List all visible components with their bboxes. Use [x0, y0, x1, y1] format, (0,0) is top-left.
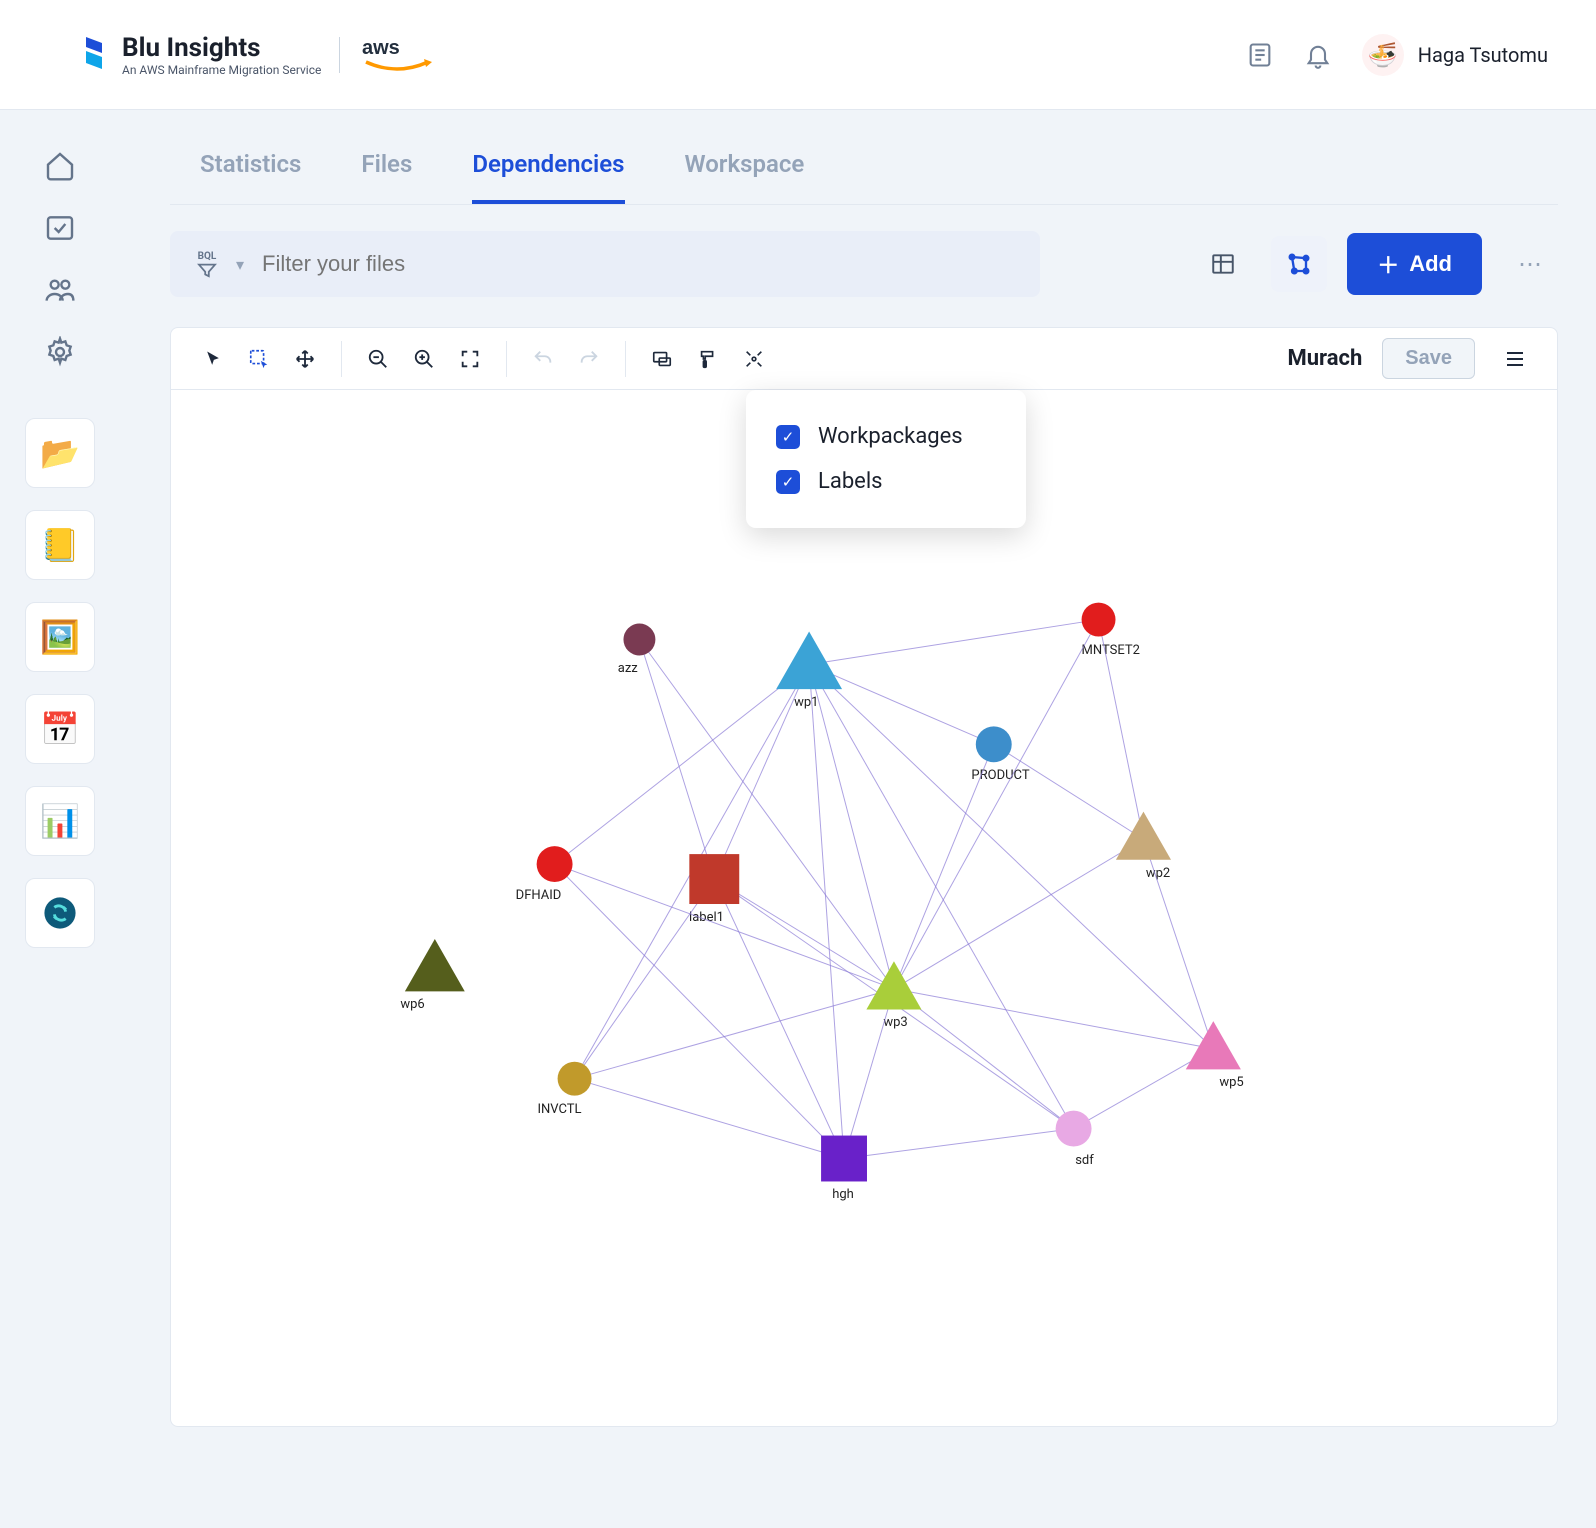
tab-dependencies[interactable]: Dependencies	[472, 150, 624, 204]
node-wp3[interactable]	[866, 961, 921, 1009]
pointer-tool-icon[interactable]	[193, 339, 233, 379]
paint-icon[interactable]	[688, 339, 728, 379]
blu-logo-icon	[80, 35, 110, 75]
avatar: 🍜	[1362, 34, 1404, 76]
home-icon[interactable]	[44, 150, 76, 182]
tab-files[interactable]: Files	[361, 150, 412, 204]
username: Haga Tsutomu	[1418, 43, 1548, 67]
layers-popover: ✓Workpackages✓Labels	[746, 390, 1026, 528]
tab-statistics[interactable]: Statistics	[200, 150, 301, 204]
popover-item-workpackages[interactable]: ✓Workpackages	[776, 414, 996, 459]
plus-icon: ＋	[1377, 248, 1399, 280]
brand-title: Blu Insights	[122, 33, 321, 63]
tile-folder[interactable]: 📂	[25, 418, 95, 488]
tab-workspace[interactable]: Workspace	[685, 150, 805, 204]
users-icon[interactable]	[44, 274, 76, 306]
doc-title: Murach	[1287, 346, 1362, 371]
group-icon[interactable]	[642, 339, 682, 379]
more-icon[interactable]: ⋯	[1502, 236, 1558, 292]
filter-box: BQL ▾	[170, 231, 1040, 297]
node-label1[interactable]	[689, 854, 739, 904]
move-tool-icon[interactable]	[285, 339, 325, 379]
user-menu[interactable]: 🍜 Haga Tsutomu	[1362, 34, 1548, 76]
node-sdf[interactable]	[1056, 1111, 1092, 1147]
ungroup-icon[interactable]	[734, 339, 774, 379]
tile-calendar[interactable]: 📅	[25, 694, 95, 764]
checkbox-icon: ✓	[776, 425, 800, 449]
zoom-out-icon[interactable]	[358, 339, 398, 379]
brand: Blu Insights An AWS Mainframe Migration …	[80, 32, 436, 78]
graph-view-icon[interactable]	[1271, 236, 1327, 292]
tile-image[interactable]: 🖼️	[25, 602, 95, 672]
node-wp6[interactable]	[405, 939, 465, 991]
select-area-icon[interactable]	[239, 339, 279, 379]
node-azz[interactable]	[623, 624, 655, 656]
undo-icon[interactable]	[523, 339, 563, 379]
node-INVCTL[interactable]	[558, 1062, 592, 1096]
table-view-icon[interactable]	[1195, 236, 1251, 292]
node-wp2[interactable]	[1116, 812, 1171, 860]
add-button[interactable]: ＋ Add	[1347, 233, 1482, 295]
checkbox-icon[interactable]	[44, 212, 76, 244]
hamburger-icon[interactable]	[1495, 339, 1535, 379]
redo-icon[interactable]	[569, 339, 609, 379]
gear-icon[interactable]	[44, 336, 76, 368]
brand-subtitle: An AWS Mainframe Migration Service	[122, 63, 321, 77]
node-DFHAID[interactable]	[537, 846, 573, 882]
filter-input[interactable]	[262, 251, 1014, 277]
save-button[interactable]: Save	[1382, 338, 1475, 379]
svg-text:aws: aws	[362, 37, 400, 59]
bell-icon[interactable]	[1304, 41, 1332, 69]
tile-chart[interactable]: 📊	[25, 786, 95, 856]
node-wp1[interactable]	[776, 632, 842, 690]
fit-screen-icon[interactable]	[450, 339, 490, 379]
node-MNTSET2[interactable]	[1082, 603, 1116, 637]
node-PRODUCT[interactable]	[976, 726, 1012, 762]
zoom-in-icon[interactable]	[404, 339, 444, 379]
checkbox-icon: ✓	[776, 470, 800, 494]
node-hgh[interactable]	[821, 1136, 867, 1182]
docs-icon[interactable]	[1246, 41, 1274, 69]
brand-divider	[339, 37, 340, 73]
bql-filter-icon[interactable]: BQL	[196, 251, 218, 278]
aws-logo-icon: aws	[358, 32, 436, 78]
tile-notes[interactable]: 📒	[25, 510, 95, 580]
popover-item-labels[interactable]: ✓Labels	[776, 459, 996, 504]
tile-refresh[interactable]	[25, 878, 95, 948]
refresh-icon	[43, 896, 77, 930]
